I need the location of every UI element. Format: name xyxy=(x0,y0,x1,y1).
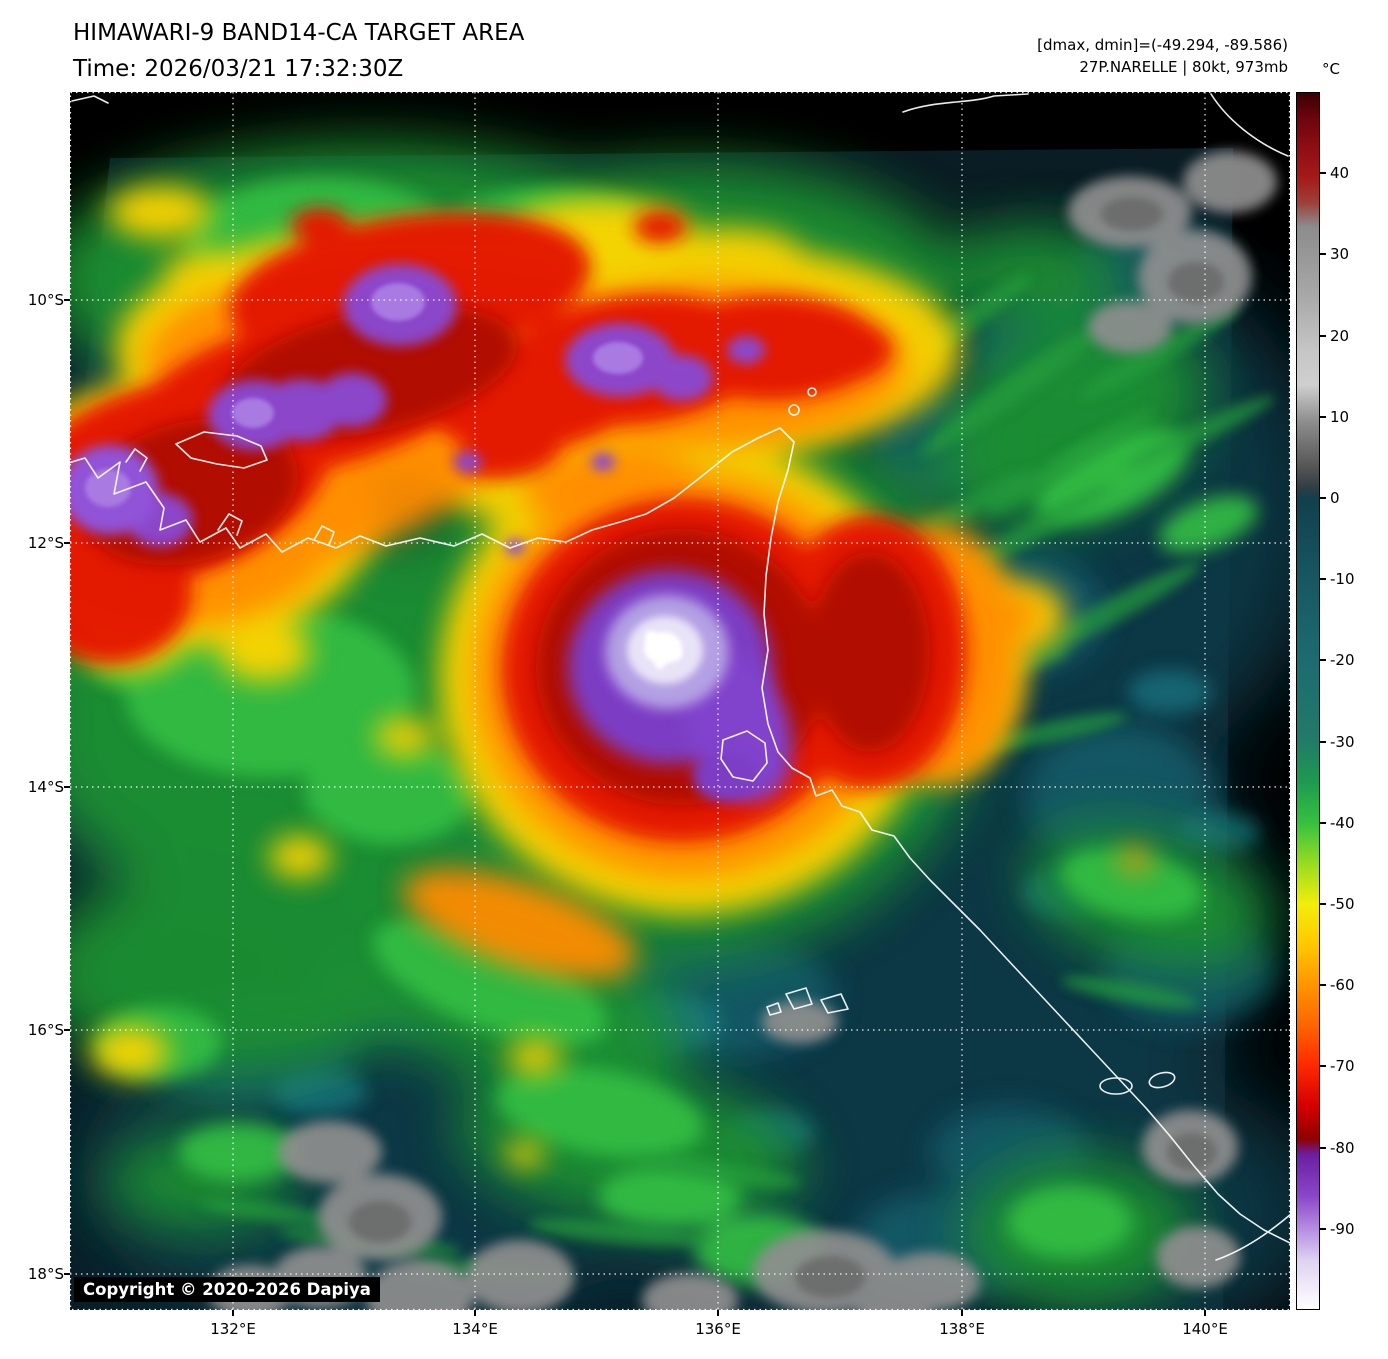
lat-label-10s: 10°S xyxy=(27,291,64,309)
colorbar-tick-label: -50 xyxy=(1330,895,1355,913)
page-title: HIMAWARI-9 BAND14-CA TARGET AREA xyxy=(73,20,525,46)
colorbar-tick-label: -40 xyxy=(1330,814,1355,832)
timestamp-label: Time: 2026/03/21 17:32:30Z xyxy=(73,56,404,82)
y-tick xyxy=(64,786,70,788)
y-tick xyxy=(64,542,70,544)
melville-island xyxy=(175,431,268,469)
colorbar-tick-label: -20 xyxy=(1330,651,1355,669)
satellite-imagery xyxy=(70,92,1290,1310)
colorbar-tick-mark xyxy=(1320,497,1326,499)
y-tick xyxy=(64,1273,70,1275)
readout-block: [dmax, dmin]=(-49.294, -89.586) 27P.NARE… xyxy=(1037,34,1288,78)
colorbar-tick-label: 0 xyxy=(1330,489,1340,507)
x-tick xyxy=(1204,1310,1206,1316)
x-tick xyxy=(232,1310,234,1316)
colorbar-tick-mark xyxy=(1320,741,1326,743)
colorbar-tick-label: -80 xyxy=(1330,1139,1355,1157)
map-plot-area: Copyright © 2020-2026 Dapiya xyxy=(70,92,1290,1310)
colorbar-tick-mark xyxy=(1320,1147,1326,1149)
lon-label-132e: 132°E xyxy=(210,1320,256,1338)
colorbar-tick-label: -70 xyxy=(1330,1057,1355,1075)
lat-label-14s: 14°S xyxy=(27,778,64,796)
colorbar-tick-mark xyxy=(1320,1228,1326,1230)
temperature-colorbar xyxy=(1296,92,1320,1310)
colorbar-tick-mark xyxy=(1320,984,1326,986)
colorbar-tick-mark xyxy=(1320,253,1326,255)
new-guinea-coast xyxy=(902,93,1029,113)
x-tick xyxy=(961,1310,963,1316)
y-tick xyxy=(64,1029,70,1031)
graticule xyxy=(70,92,1290,1310)
colorbar-tick-label: 30 xyxy=(1330,245,1350,263)
plot-frame xyxy=(70,92,1290,1310)
colorbar-unit-label: °C xyxy=(1322,60,1340,78)
colorbar-tick-label: 40 xyxy=(1330,164,1350,182)
dmax-dmin-readout: [dmax, dmin]=(-49.294, -89.586) xyxy=(1037,36,1288,54)
colorbar-tick-mark xyxy=(1320,903,1326,905)
lon-label-140e: 140°E xyxy=(1182,1320,1228,1338)
x-tick xyxy=(717,1310,719,1316)
gray-low-clouds xyxy=(208,151,1277,1310)
lon-label-134e: 134°E xyxy=(452,1320,498,1338)
lat-label-12s: 12°S xyxy=(27,534,64,552)
band-purple-cells xyxy=(70,264,765,555)
storm-intensity-readout: 27P.NARELLE | 80kt, 973mb xyxy=(1079,58,1288,76)
colorbar-tick-label: -60 xyxy=(1330,976,1355,994)
colorbar-tick-mark xyxy=(1320,172,1326,174)
colorbar-tick-mark xyxy=(1320,822,1326,824)
lon-label-138e: 138°E xyxy=(939,1320,985,1338)
colorbar-tick-mark xyxy=(1320,578,1326,580)
cyclone-core xyxy=(568,570,792,802)
lon-label-136e: 136°E xyxy=(695,1320,741,1338)
wellesley-islands xyxy=(766,987,849,1016)
colorbar-tick-label: -30 xyxy=(1330,733,1355,751)
lat-label-18s: 18°S xyxy=(27,1265,64,1283)
australia-coastline xyxy=(70,427,1290,1244)
colorbar-tick-label: -10 xyxy=(1330,570,1355,588)
copyright-notice: Copyright © 2020-2026 Dapiya xyxy=(74,1277,380,1302)
colorbar-tick-label: -90 xyxy=(1330,1220,1355,1238)
y-tick xyxy=(64,299,70,301)
coastlines xyxy=(70,93,1290,1261)
cloud-field xyxy=(70,142,1290,1310)
colorbar-tick-label: 10 xyxy=(1330,408,1350,426)
colorbar-tick-mark xyxy=(1320,335,1326,337)
x-tick xyxy=(474,1310,476,1316)
lat-label-16s: 16°S xyxy=(27,1021,64,1039)
groote-eylandt xyxy=(720,730,768,782)
colorbar-tick-label: 20 xyxy=(1330,327,1350,345)
colorbar-tick-mark xyxy=(1320,416,1326,418)
colorbar-tick-mark xyxy=(1320,659,1326,661)
colorbar-tick-mark xyxy=(1320,1065,1326,1067)
